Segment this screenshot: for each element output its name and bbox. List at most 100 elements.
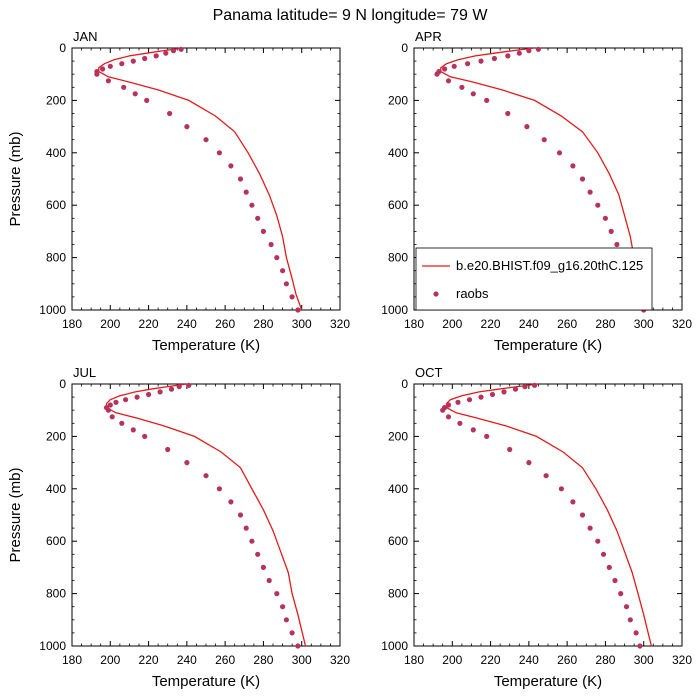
raobs-point [633,630,639,636]
raobs-point [203,137,209,143]
raobs-point [595,538,601,544]
x-tick-label: 320 [330,653,350,667]
raobs-point [491,55,497,62]
y-tick-label: 200 [46,93,66,107]
raobs-point [455,399,461,405]
raobs-point [216,486,222,492]
raobs-point [466,397,473,403]
raobs-point [260,228,266,234]
raobs-point [184,124,190,130]
raobs-point [176,384,182,390]
raobs-point [618,591,624,597]
raobs-point [535,46,542,52]
raobs-point [186,382,192,388]
legend-box [415,247,653,311]
x-tick-label: 280 [595,653,615,667]
raobs-point [451,63,457,69]
raobs-point [541,137,547,143]
raobs-point [516,50,522,56]
raobs-point [216,150,222,156]
raobs-point [255,551,261,557]
raobs-point [119,420,125,426]
raobs-point [470,91,476,97]
y-tick-label: 800 [388,251,408,265]
raobs-point [570,163,576,169]
panel-oct: 180 200 220 240 260 280 300 320 0 200 400 600 800 100… [381,365,692,690]
raobs-point [526,48,532,54]
raobs-point [146,391,152,398]
raobs-point [507,446,513,453]
x-tick-label: 200 [100,317,120,331]
panel-title: JAN [73,29,98,44]
y-tick-label: 400 [388,482,408,496]
raobs-point [522,384,528,390]
panel-jan: 180 200 220 240 260 280 300 320 0 200 400 600 800 100… [7,29,350,354]
raobs-point [283,617,289,623]
raobs-point [512,386,519,392]
raobs-point [459,84,465,90]
x-axis-label: Temperature (K) [494,337,602,354]
y-tick-label: 0 [401,41,408,55]
raobs-point [505,53,511,59]
raobs-point [168,386,175,392]
raobs-point [526,460,532,466]
raobs-point [445,414,452,420]
raobs-point [107,63,113,69]
x-tick-label: 200 [100,653,120,667]
model-profile-line [105,384,307,646]
x-tick-label: 260 [215,653,235,667]
raobs-point [203,473,209,479]
raobs-point [587,525,593,531]
raobs-point [445,402,452,408]
x-tick-label: 240 [519,317,539,331]
x-tick-label: 280 [253,317,273,331]
raobs-point [184,460,190,466]
y-tick-label: 0 [59,41,66,55]
model-profile-line [445,384,653,646]
raobs-point [153,53,159,59]
x-tick-label: 260 [557,653,577,667]
x-tick-label: 200 [442,653,462,667]
x-tick-label: 280 [595,317,615,331]
x-tick-label: 260 [215,317,235,331]
raobs-point [165,446,171,453]
raobs-point [100,66,106,72]
raobs-point [505,110,511,117]
raobs-point [579,512,586,518]
x-axis-label: Temperature (K) [494,673,602,690]
raobs-point [237,512,244,518]
raobs-point [457,420,463,426]
y-tick-label: 800 [388,587,408,601]
y-tick-label: 200 [388,429,408,443]
raobs-point [249,538,255,544]
y-tick-label: 1000 [381,303,408,317]
raobs-point [283,281,289,287]
legend-marker-swatch [433,291,439,297]
raobs-point [478,394,484,400]
x-tick-label: 240 [177,317,197,331]
raobs-point [614,241,620,248]
raobs-point [107,402,113,408]
raobs-point [612,577,618,584]
raobs-point [243,525,249,531]
raobs-point [295,307,301,313]
raobs-point [637,643,643,649]
x-tick-label: 180 [62,653,82,667]
raobs-point [280,604,286,610]
x-tick-label: 300 [634,653,654,667]
raobs-point [266,577,272,584]
raobs-point [167,110,173,117]
raobs-point [228,163,234,169]
figure-title: Panama latitude= 9 N longitude= 79 W [213,7,489,24]
x-axis-label: Temperature (K) [152,337,260,354]
raobs-point [178,46,184,52]
raobs-point [105,407,111,413]
raobs-point [606,564,612,571]
raobs-point [130,427,136,433]
raobs-point [295,643,301,649]
raobs-point [94,71,100,77]
raobs-point [105,78,111,84]
y-tick-label: 600 [388,198,408,212]
x-tick-label: 200 [442,317,462,331]
